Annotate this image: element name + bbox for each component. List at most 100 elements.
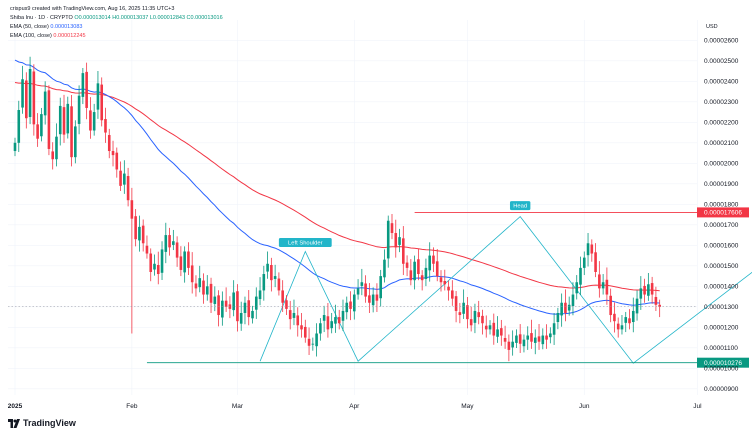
candle-body xyxy=(209,283,213,303)
symbol-line[interactable]: Shiba Inu · 1D · CRYPTO O0.000013014 H0.… xyxy=(10,15,223,21)
ema50-legend[interactable]: EMA (50, close) 0.000013083 xyxy=(10,24,82,30)
symbol-name[interactable]: Shiba Inu · 1D · CRYPTO xyxy=(10,15,73,21)
created-text: crispus9 created with TradingView.com, A… xyxy=(10,6,175,12)
y-tick-label: 0.00002200 xyxy=(704,119,739,126)
candle-body xyxy=(530,333,533,342)
candle-body xyxy=(564,302,567,313)
candle-body xyxy=(417,259,420,275)
candle-body xyxy=(356,288,360,295)
ema100-value: 0.000012245 xyxy=(53,33,86,39)
pattern-label: Head xyxy=(513,204,527,210)
candle-body xyxy=(311,343,315,345)
candle-body xyxy=(556,312,560,323)
candle-body xyxy=(579,267,582,285)
y-tick-label: 0.00001800 xyxy=(704,201,739,208)
candle-body xyxy=(243,302,247,313)
candle-body xyxy=(141,225,145,244)
ema100-line xyxy=(14,82,660,292)
candle-body xyxy=(107,135,111,152)
ohlc-values: O0.000013014 H0.000013037 L0.000012843 C… xyxy=(74,15,223,21)
candle-body xyxy=(500,328,503,336)
candle-body xyxy=(285,300,288,309)
x-tick-label: Apr xyxy=(349,403,360,410)
pattern-label-bg xyxy=(509,201,531,211)
candle-body xyxy=(469,319,473,326)
ema50-line xyxy=(14,59,660,315)
candle-body xyxy=(371,294,375,306)
candle-body xyxy=(104,119,107,133)
y-tick-label: 0.00001000 xyxy=(704,365,739,372)
candle-body xyxy=(594,252,597,272)
ema100-legend[interactable]: EMA (100, close) 0.000012245 xyxy=(10,33,86,39)
x-tick-label: Feb xyxy=(126,403,138,410)
candle-body xyxy=(89,110,92,131)
candle-body xyxy=(533,337,537,343)
candle-body xyxy=(484,325,488,330)
candle-body xyxy=(85,71,88,108)
candle-body xyxy=(96,83,100,110)
candle-body xyxy=(613,313,616,322)
tradingview-logo-icon xyxy=(8,418,20,428)
candle-body xyxy=(292,312,296,318)
tradingview-logo[interactable]: TradingView xyxy=(8,418,76,428)
candle-body xyxy=(202,280,205,295)
candle-body xyxy=(40,114,43,137)
candle-body xyxy=(345,302,349,313)
candle-body xyxy=(126,176,130,201)
candle-body xyxy=(172,241,175,245)
x-axis[interactable]: 2025FebMarAprMayJunJulAugSep xyxy=(8,403,752,410)
candle-body xyxy=(164,235,168,252)
candle-body xyxy=(643,285,646,295)
pattern-label: Left Shoulder xyxy=(288,240,323,246)
candle-body xyxy=(25,80,28,119)
y-tick-label: 0.00000900 xyxy=(704,386,739,393)
y-tick-label: 0.00002300 xyxy=(704,99,739,106)
y-tick-label: 0.00002400 xyxy=(704,78,739,85)
ema50-value: 0.000013083 xyxy=(50,24,83,30)
candle-body xyxy=(160,249,164,273)
candle-body xyxy=(541,335,545,345)
candle-body xyxy=(307,338,311,346)
candle-body xyxy=(571,294,575,307)
candle-body xyxy=(582,257,586,268)
candle-body xyxy=(567,304,571,311)
candle-body xyxy=(605,279,609,295)
candle-body xyxy=(156,265,160,275)
candle-body xyxy=(175,242,179,258)
head-shoulders-pattern xyxy=(259,216,752,364)
candle-body xyxy=(477,312,481,318)
y-tick-label: 0.00002000 xyxy=(704,160,739,167)
x-tick-label: Mar xyxy=(232,403,244,410)
candle-body xyxy=(654,296,658,305)
candle-body xyxy=(81,73,85,97)
candle-body xyxy=(179,256,183,270)
candle-body xyxy=(647,284,650,296)
candle-body xyxy=(100,84,104,121)
candle-body xyxy=(624,317,628,323)
y-axis[interactable]: 0.00002600 0.00002500 0.00002400 0.00002300… xyxy=(704,37,739,393)
candle-body xyxy=(254,296,258,310)
candle-body xyxy=(190,265,194,283)
currency-text: USD xyxy=(706,24,718,30)
candle-body xyxy=(47,90,51,149)
pattern-zigzag xyxy=(259,216,752,364)
candle-body xyxy=(270,265,273,281)
ema-lines xyxy=(14,59,660,315)
candle-body xyxy=(17,110,21,143)
candle-body xyxy=(224,300,228,307)
candle-body xyxy=(149,253,153,272)
candle-body xyxy=(334,317,337,324)
candle-body xyxy=(481,315,484,324)
candle-body xyxy=(462,302,465,314)
tradingview-logo-text: TradingView xyxy=(23,418,76,428)
candle-body xyxy=(13,142,17,152)
y-tick-label: 0.00001700 xyxy=(704,222,739,229)
y-tick-label: 0.00001600 xyxy=(704,242,739,249)
x-tick-label: 2025 xyxy=(8,403,23,410)
candle-body xyxy=(473,310,477,323)
candle-body xyxy=(134,216,137,240)
resistance-price-tag xyxy=(697,207,749,218)
candle-body xyxy=(187,251,190,268)
candle-body xyxy=(296,315,300,326)
